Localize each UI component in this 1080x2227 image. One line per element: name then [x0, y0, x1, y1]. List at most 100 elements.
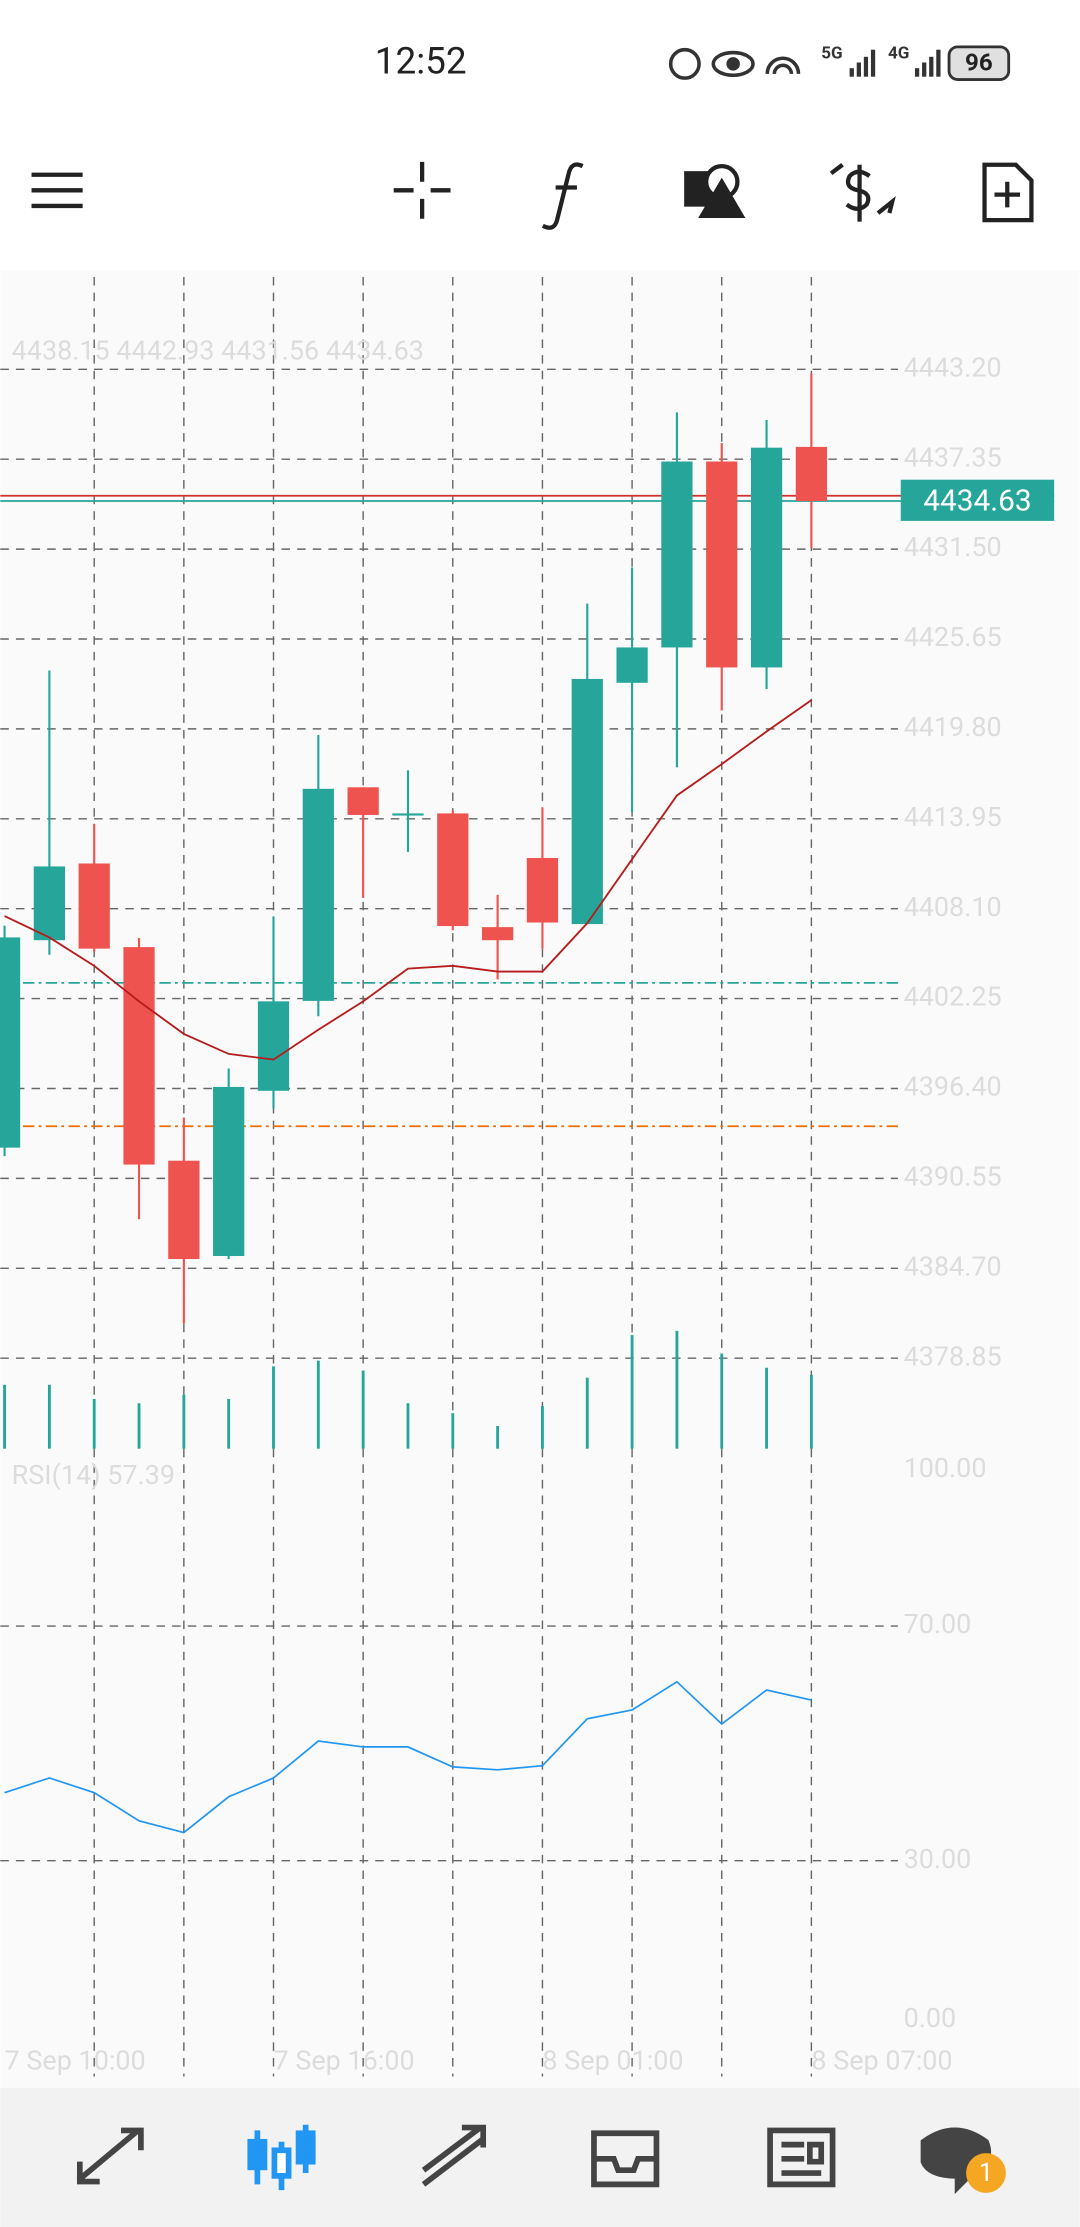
chart: 4443.20 4437.35 4431.50 4425.65 4419.80 4413.…	[0, 276, 1055, 2077]
volume-bar	[227, 1398, 231, 1449]
battery-level: 96	[965, 48, 993, 76]
trade-tab[interactable]	[421, 2124, 487, 2187]
crosshair-button[interactable]	[393, 161, 451, 219]
candle-body	[706, 461, 738, 668]
volume-bar	[361, 1370, 365, 1449]
volume-bar	[451, 1413, 455, 1449]
y-tick-label: 4390.55	[904, 1161, 1002, 1193]
volume-bar	[496, 1425, 500, 1449]
volume-bar	[765, 1367, 768, 1449]
toolbar	[31, 161, 1034, 230]
battery	[947, 45, 1011, 81]
objects-button[interactable]	[684, 164, 746, 219]
candle-body	[661, 461, 693, 648]
moving-average	[4, 699, 812, 1061]
badge	[966, 2153, 1006, 2193]
x-tick-label: 7 Sep 16:00	[273, 2044, 414, 2076]
volume-bar	[630, 1335, 634, 1449]
y-tick-label: 4437.35	[904, 441, 1002, 473]
y-tick-label: 4419.80	[904, 711, 1002, 743]
y-tick-label: 4384.70	[904, 1250, 1002, 1282]
bar	[936, 49, 941, 77]
y-tick-label: 4431.50	[904, 531, 1002, 563]
x-tick-label: 8 Sep 07:00	[811, 2044, 952, 2076]
volume-bar	[47, 1384, 51, 1449]
volume-bar	[720, 1353, 724, 1449]
rsi-line	[4, 1680, 812, 1834]
y-tick-label: 0.00	[904, 2002, 957, 2034]
y-tick-label: 100.00	[904, 1452, 987, 1484]
x-tick-label: 7 Sep 10:00	[5, 2044, 146, 2076]
y-tick-label: 4402.25	[904, 981, 1002, 1013]
volume-bar	[675, 1330, 679, 1449]
volume-bar	[182, 1394, 186, 1449]
volume-bar	[3, 1384, 6, 1449]
y-tick-label: 70.00	[904, 1608, 972, 1640]
menu-button[interactable]	[31, 172, 83, 209]
candle-body	[257, 1001, 290, 1091]
indicator-title: RSI(14) 57.39	[12, 1459, 175, 1491]
candle-body	[168, 1160, 200, 1260]
bar	[870, 49, 876, 77]
history-tab[interactable]	[591, 2130, 660, 2188]
candle-body	[33, 866, 66, 941]
network: 4G	[888, 43, 909, 63]
new-order-button[interactable]	[982, 162, 1034, 223]
candle-body	[795, 446, 828, 502]
candle-body	[0, 937, 21, 1148]
icon	[295, 2130, 316, 2165]
candle-body	[123, 947, 155, 1165]
volume-bar	[541, 1406, 544, 1449]
y-tick-label: 4413.95	[904, 801, 1002, 833]
signal	[849, 49, 941, 77]
y-tick-label: 4443.20	[904, 351, 1002, 383]
status-icons	[668, 47, 801, 80]
volume-bar	[272, 1366, 275, 1449]
bottom-nav	[0, 2087, 1080, 2227]
candle-body	[750, 447, 783, 668]
icon	[698, 177, 746, 219]
volume-bar	[406, 1403, 410, 1449]
volume-bar	[585, 1377, 589, 1449]
y-tick-label: 4425.65	[904, 621, 1002, 653]
candle-body	[571, 678, 603, 925]
network: 5G	[821, 43, 842, 63]
indicators-button[interactable]	[541, 162, 584, 230]
candle-body	[437, 813, 469, 927]
icon	[247, 2138, 268, 2171]
quotes-tab[interactable]	[76, 2127, 144, 2185]
icon	[726, 57, 740, 71]
volume-bar	[316, 1360, 320, 1449]
price-tag-label: 4434.63	[923, 483, 1031, 518]
bar	[863, 56, 869, 77]
candle-body	[302, 788, 334, 1001]
clock: 12:52	[375, 41, 467, 84]
bar	[849, 68, 854, 77]
bottom-nav-icons	[76, 2124, 992, 2195]
icon	[668, 47, 701, 80]
bar	[856, 62, 861, 77]
candle-body	[481, 927, 514, 941]
volume-bar	[92, 1398, 96, 1449]
candle-body	[213, 1086, 245, 1256]
y-tick-label: 4408.10	[904, 891, 1002, 923]
icon	[765, 56, 801, 75]
ohlc-label: 4438.15 4442.93 4431.56 4434.63	[12, 334, 424, 366]
chart-tab[interactable]	[247, 2124, 316, 2191]
bar	[929, 56, 934, 77]
candle-body	[526, 857, 559, 923]
news-tab[interactable]	[767, 2127, 836, 2188]
candle-body	[616, 647, 648, 683]
volume-bar	[809, 1374, 813, 1449]
trade-button[interactable]	[829, 163, 896, 222]
candle-body	[78, 863, 110, 949]
y-tick-label: 30.00	[904, 1843, 972, 1875]
badge-count: 1	[979, 2158, 993, 2188]
y-tick-label: 4378.85	[904, 1340, 1002, 1372]
candle-body	[347, 787, 379, 815]
bar	[914, 68, 920, 77]
icon	[711, 50, 755, 78]
y-tick-label: 4396.40	[904, 1071, 1002, 1103]
